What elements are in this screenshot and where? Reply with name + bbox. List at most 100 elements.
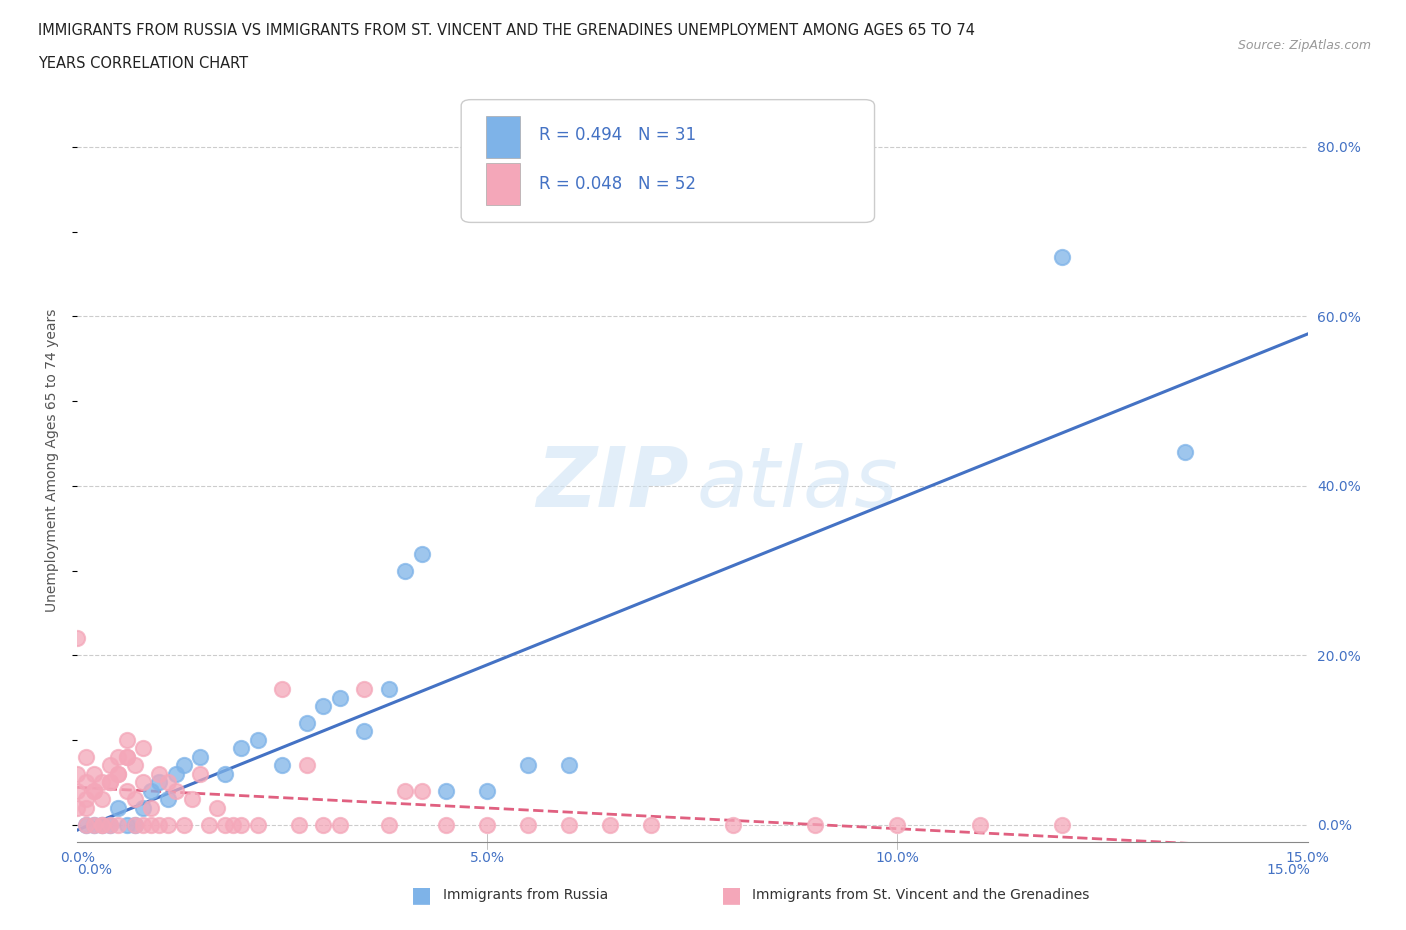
Point [804, 817, 827, 832]
Point [115, 733, 138, 748]
Point [246, 817, 269, 832]
Point [83, 783, 105, 798]
Point [353, 682, 375, 697]
Point [205, 801, 228, 816]
Point [517, 758, 540, 773]
Point [411, 783, 433, 798]
Point [214, 817, 236, 832]
Point [98, 758, 121, 773]
Point [723, 817, 745, 832]
Point [214, 766, 236, 781]
Point [75, 817, 97, 832]
Point [107, 750, 129, 764]
Text: ZIP: ZIP [536, 443, 689, 524]
Point [66, 783, 89, 798]
Point [141, 817, 163, 832]
Point [98, 775, 121, 790]
Point [477, 783, 499, 798]
Point [124, 758, 146, 773]
Point [107, 766, 129, 781]
Point [98, 817, 121, 832]
Point [83, 817, 105, 832]
Point [1050, 817, 1073, 832]
Point [107, 817, 129, 832]
Point [90, 791, 114, 806]
Point [271, 682, 294, 697]
Point [969, 817, 991, 832]
Point [165, 783, 187, 798]
Point [353, 724, 375, 739]
Text: ■: ■ [412, 884, 432, 905]
FancyBboxPatch shape [461, 100, 875, 222]
Point [436, 817, 458, 832]
Point [66, 766, 89, 781]
Point [312, 817, 335, 832]
Bar [486, 115, 520, 157]
Point [1050, 249, 1073, 264]
Point [90, 775, 114, 790]
Point [66, 801, 89, 816]
Point [132, 817, 155, 832]
Point [394, 563, 416, 578]
Point [124, 817, 146, 832]
Point [124, 817, 146, 832]
Point [197, 817, 219, 832]
Point [246, 733, 269, 748]
Point [329, 690, 352, 705]
Text: 0.0%: 0.0% [77, 862, 112, 877]
Text: Immigrants from St. Vincent and the Grenadines: Immigrants from St. Vincent and the Gren… [752, 887, 1090, 902]
Point [83, 783, 105, 798]
Point [75, 775, 97, 790]
Point [599, 817, 621, 832]
Point [378, 682, 401, 697]
Point [411, 546, 433, 561]
Text: 15.0%: 15.0% [1267, 862, 1310, 877]
Point [222, 817, 245, 832]
Point [90, 817, 114, 832]
Text: atlas: atlas [696, 443, 898, 524]
Point [75, 791, 97, 806]
Text: ■: ■ [721, 884, 741, 905]
Point [98, 817, 121, 832]
Point [1174, 445, 1197, 459]
Point [141, 783, 163, 798]
Point [107, 766, 129, 781]
Point [886, 817, 908, 832]
Point [156, 817, 179, 832]
Point [75, 801, 97, 816]
Point [66, 631, 89, 645]
Point [115, 783, 138, 798]
Point [132, 801, 155, 816]
Text: IMMIGRANTS FROM RUSSIA VS IMMIGRANTS FROM ST. VINCENT AND THE GRENADINES UNEMPLO: IMMIGRANTS FROM RUSSIA VS IMMIGRANTS FRO… [38, 23, 974, 38]
Point [271, 758, 294, 773]
Y-axis label: Unemployment Among Ages 65 to 74 years: Unemployment Among Ages 65 to 74 years [45, 309, 59, 612]
Point [173, 758, 195, 773]
Point [288, 817, 311, 832]
Point [132, 741, 155, 756]
Point [75, 750, 97, 764]
Point [477, 817, 499, 832]
Point [148, 766, 170, 781]
Point [156, 791, 179, 806]
Point [90, 817, 114, 832]
Point [295, 715, 318, 730]
Point [132, 775, 155, 790]
Point [83, 766, 105, 781]
Point [115, 750, 138, 764]
Point [378, 817, 401, 832]
Point [90, 817, 114, 832]
Point [181, 791, 204, 806]
Point [141, 801, 163, 816]
Text: R = 0.494   N = 31: R = 0.494 N = 31 [538, 126, 696, 144]
Point [329, 817, 352, 832]
Point [188, 766, 212, 781]
Point [107, 801, 129, 816]
Point [75, 817, 97, 832]
Point [231, 741, 253, 756]
Point [558, 817, 581, 832]
Point [558, 758, 581, 773]
Point [115, 750, 138, 764]
Point [231, 817, 253, 832]
Text: Source: ZipAtlas.com: Source: ZipAtlas.com [1237, 39, 1371, 52]
Text: YEARS CORRELATION CHART: YEARS CORRELATION CHART [38, 56, 247, 71]
